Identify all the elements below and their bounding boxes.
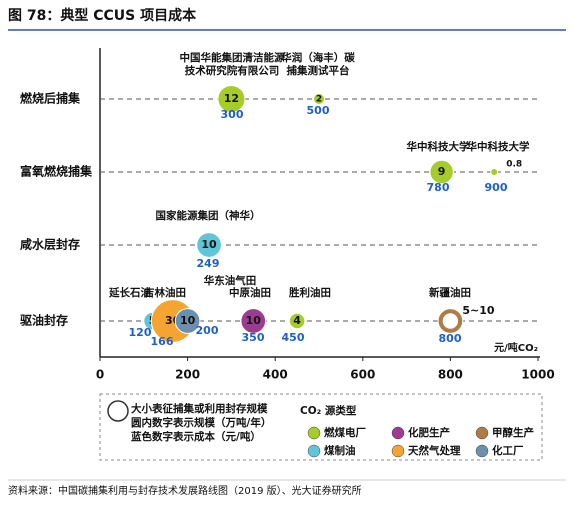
bubble	[174, 308, 201, 334]
cost-label: 350	[242, 331, 265, 344]
size-legend-text: 大小表征捕集或利用封存规模	[131, 402, 268, 415]
size-legend-text: 蓝色数字表示成本（元/吨）	[131, 430, 261, 443]
point-name: 新疆油田	[429, 286, 471, 299]
source: 资料来源：中国碳捕集利用与封存技术发展路线图（2019 版）、光大证券研究所	[8, 484, 362, 497]
y-category-label: 燃烧后捕集	[20, 91, 81, 106]
point-name: 技术研究院有限公司	[185, 64, 280, 77]
point-name: 中原油田	[229, 286, 271, 299]
legend-swatch	[391, 444, 405, 458]
x-tick-label: 600	[350, 368, 375, 382]
cost-label: 500	[307, 104, 330, 117]
y-category-label: 咸水层封存	[20, 237, 80, 252]
cost-label: 120	[129, 326, 152, 339]
bubble	[196, 232, 222, 258]
point-name: 吉林油田	[144, 286, 186, 299]
legend-title: CO₂ 源类型	[300, 404, 357, 417]
size-label: 9	[438, 165, 446, 178]
point-name: 捕集测试平台	[287, 64, 350, 77]
x-tick-label: 1000	[521, 368, 554, 382]
cost-label: 450	[282, 331, 305, 344]
size-label: 4	[293, 314, 301, 327]
cost-label: 166	[151, 335, 174, 348]
point-name: 华润（海丰）碳	[281, 51, 355, 64]
cost-label: 249	[197, 257, 220, 270]
size-label: 0.8	[506, 160, 522, 170]
legend-swatch	[475, 444, 489, 458]
cost-label: 780	[427, 181, 450, 194]
point-name: 华中科技大学	[467, 140, 530, 153]
x-tick-label: 400	[263, 368, 288, 382]
bubble	[288, 312, 306, 330]
legend-swatch	[307, 444, 321, 458]
legend-label: 甲醇生产	[492, 426, 534, 439]
point-name: 胜利油田	[288, 286, 331, 299]
size-legend-text: 圆内数字表示规模（万吨/年）	[131, 416, 271, 429]
point-name: 华东油气田	[204, 274, 257, 287]
legend-swatch	[391, 426, 405, 440]
bubble-inner	[440, 311, 461, 331]
x-tick-label: 800	[438, 368, 463, 382]
cost-label: 900	[485, 181, 508, 194]
x-tick-label: 200	[175, 368, 200, 382]
bubble	[312, 92, 326, 106]
bubble	[429, 159, 454, 185]
legend-label: 化工厂	[492, 444, 524, 457]
point-name: 国家能源集团（神华）	[156, 209, 261, 222]
size-label: 12	[224, 92, 239, 105]
y-category-label: 驱油封存	[20, 313, 68, 328]
legend-box	[99, 393, 543, 461]
size-label: 5~10	[462, 304, 495, 317]
legend-swatch	[475, 426, 489, 440]
x-axis-label: 元/吨CO₂	[494, 341, 538, 354]
legend-label: 煤制油	[324, 444, 356, 457]
size-label: 10	[201, 238, 217, 251]
legend-label: 燃煤电厂	[324, 426, 366, 439]
y-category-label: 富氧燃烧捕集	[20, 164, 93, 179]
point-name: 延长石油	[108, 286, 151, 299]
legend-label: 化肥生产	[408, 426, 450, 439]
point-name: 中国华能集团清洁能源	[180, 51, 285, 64]
cost-label: 200	[196, 324, 219, 337]
size-label: 2	[316, 95, 322, 105]
chart-title: 图 78：典型 CCUS 项目成本	[8, 7, 197, 24]
size-label: 10	[246, 314, 262, 327]
bubble	[217, 84, 246, 114]
point-name: 华中科技大学	[407, 140, 470, 153]
legend-swatch	[307, 426, 321, 440]
size-label: 10	[180, 314, 196, 327]
cost-label: 300	[221, 108, 244, 121]
bubble	[490, 168, 499, 176]
cost-label: 800	[439, 332, 462, 345]
bubble	[240, 308, 267, 334]
legend-label: 天然气处理	[408, 444, 461, 457]
x-tick-label: 0	[96, 368, 104, 382]
size-legend-icon	[107, 400, 129, 422]
